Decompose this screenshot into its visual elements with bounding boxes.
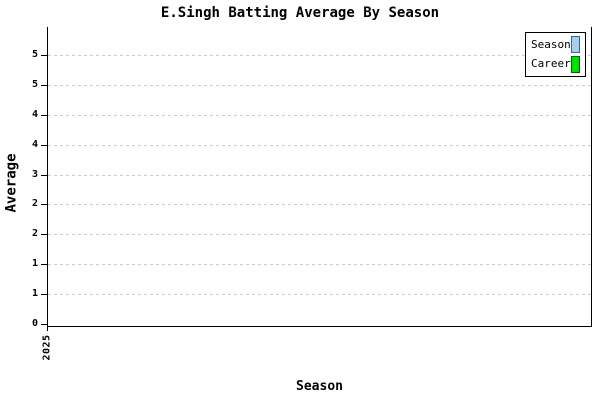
y-axis-tick-label: 1	[31, 288, 38, 299]
y-axis-title: Average	[3, 153, 20, 213]
y-axis-tick-label: 1	[31, 258, 38, 269]
legend-label-career: Career	[531, 57, 571, 71]
gridline	[48, 234, 591, 235]
legend-swatch-season	[570, 36, 580, 54]
y-axis-tick-label: 3	[31, 169, 38, 180]
gridline	[48, 145, 591, 146]
gridline	[48, 294, 591, 295]
gridline	[48, 85, 591, 86]
y-axis-tick	[41, 264, 47, 265]
y-axis-tick-label: 2	[31, 228, 38, 239]
legend-item-season: Season	[531, 36, 580, 54]
x-tick-label-2025: 2025	[41, 333, 53, 361]
x-tick-label-wrap: 2025	[39, 331, 55, 363]
gridline	[48, 264, 591, 265]
y-axis-tick-label: 2	[31, 198, 38, 209]
plot-right-border	[591, 27, 592, 327]
y-axis-tick	[41, 324, 47, 325]
gridline	[48, 204, 591, 205]
y-axis-tick-label: 5	[31, 49, 38, 60]
legend-swatch-career	[570, 55, 580, 73]
gridline	[48, 55, 591, 56]
y-axis-tick	[41, 55, 47, 56]
y-axis-tick	[41, 85, 47, 86]
y-axis-tick-label: 0	[31, 318, 38, 329]
y-axis-tick	[41, 294, 47, 295]
x-axis-title: Season	[296, 379, 343, 394]
legend-item-career: Career	[531, 55, 580, 73]
y-axis-tick-label: 5	[31, 79, 38, 90]
x-axis-line	[47, 326, 592, 327]
y-axis-tick	[41, 115, 47, 116]
gridline	[48, 175, 591, 176]
legend-box: Season Career	[525, 32, 586, 77]
y-axis-tick	[41, 204, 47, 205]
y-axis-tick	[41, 234, 47, 235]
gridline	[48, 115, 591, 116]
chart-title: E.Singh Batting Average By Season	[160, 5, 440, 21]
y-axis-tick-label: 4	[31, 109, 38, 120]
y-axis-tick-label: 4	[31, 139, 38, 150]
legend-label-season: Season	[531, 37, 571, 51]
y-axis-line	[47, 27, 48, 331]
y-axis-tick	[41, 145, 47, 146]
y-axis-tick	[41, 175, 47, 176]
